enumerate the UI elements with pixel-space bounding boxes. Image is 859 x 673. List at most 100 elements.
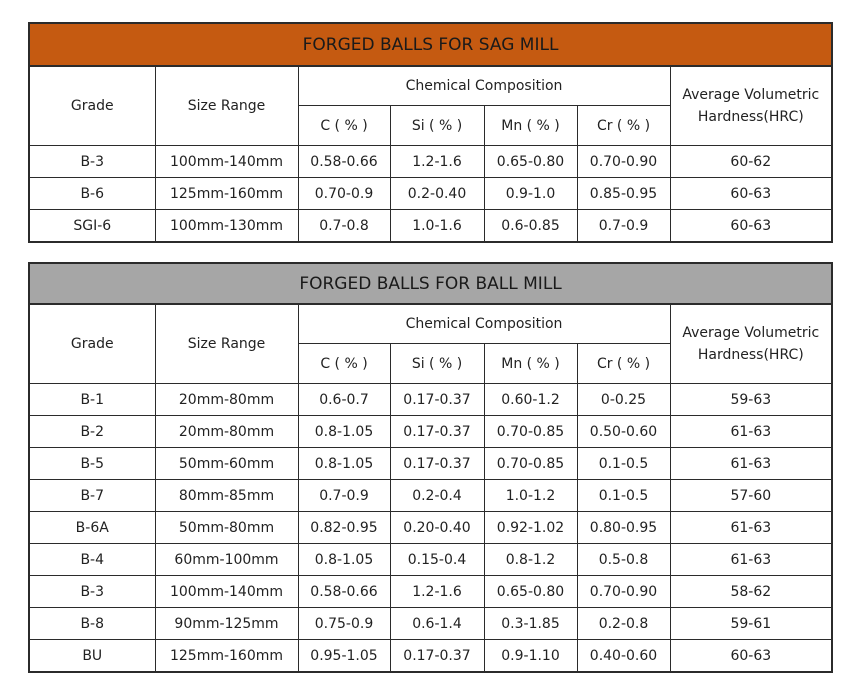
c-header: C ( % ) — [297, 105, 391, 146]
mn-cell: 1.0-1.2 — [483, 479, 578, 512]
cr-cell: 0.1-0.5 — [576, 447, 671, 480]
cr-cell: 0.40-0.60 — [576, 639, 671, 673]
hardness-cell: 58-62 — [669, 575, 833, 608]
mn-cell: 0.8-1.2 — [483, 543, 578, 576]
size-range-cell: 80mm-85mm — [154, 479, 299, 512]
si-cell: 1.2-1.6 — [389, 145, 485, 178]
size-range-cell: 20mm-80mm — [154, 415, 299, 448]
hardness-cell: 60-63 — [669, 209, 833, 243]
c-cell: 0.75-0.9 — [297, 607, 391, 640]
c-cell: 0.6-0.7 — [297, 383, 391, 416]
size-range-header: Size Range — [154, 303, 299, 384]
c-cell: 0.58-0.66 — [297, 145, 391, 178]
grade-cell: SGI-6 — [28, 209, 156, 243]
c-cell: 0.95-1.05 — [297, 639, 391, 673]
si-cell: 0.2-0.4 — [389, 479, 485, 512]
hardness-cell: 59-61 — [669, 607, 833, 640]
size-range-cell: 125mm-160mm — [154, 639, 299, 673]
grade-cell: B-6A — [28, 511, 156, 544]
cr-cell: 0.50-0.60 — [576, 415, 671, 448]
cr-cell: 0.5-0.8 — [576, 543, 671, 576]
si-cell: 0.17-0.37 — [389, 415, 485, 448]
size-range-cell: 50mm-60mm — [154, 447, 299, 480]
si-cell: 1.2-1.6 — [389, 575, 485, 608]
mn-cell: 0.3-1.85 — [483, 607, 578, 640]
table-row: B-5 50mm-60mm 0.8-1.05 0.17-0.37 0.70-0.85 0.… — [28, 447, 833, 480]
grade-cell: B-5 — [28, 447, 156, 480]
si-cell: 0.17-0.37 — [389, 383, 485, 416]
cr-cell: 0-0.25 — [576, 383, 671, 416]
sag-mill-table: FORGED BALLS FOR SAG MILL Grade Size Ran… — [27, 22, 834, 243]
mn-header: Mn ( % ) — [483, 343, 578, 384]
hardness-header-line2: Hardness(HRC) — [697, 109, 804, 125]
c-cell: 0.8-1.05 — [297, 447, 391, 480]
grade-cell: B-7 — [28, 479, 156, 512]
ball-table-title: FORGED BALLS FOR BALL MILL — [27, 262, 834, 305]
mn-header: Mn ( % ) — [483, 105, 578, 146]
mn-cell: 0.70-0.85 — [483, 415, 578, 448]
cr-cell: 0.2-0.8 — [576, 607, 671, 640]
si-header: Si ( % ) — [389, 105, 485, 146]
hardness-header-line1: Average Volumetric — [682, 325, 820, 341]
hardness-cell: 57-60 — [669, 479, 833, 512]
table-row: B-8 90mm-125mm 0.75-0.9 0.6-1.4 0.3-1.85 0.2-… — [28, 607, 833, 640]
table-row: B-6 125mm-160mm 0.70-0.9 0.2-0.40 0.9-1.0 0.8… — [28, 177, 833, 210]
grade-cell: B-3 — [28, 575, 156, 608]
c-cell: 0.58-0.66 — [297, 575, 391, 608]
c-cell: 0.70-0.9 — [297, 177, 391, 210]
c-cell: 0.7-0.9 — [297, 479, 391, 512]
grade-cell: B-4 — [28, 543, 156, 576]
size-range-cell: 100mm-140mm — [154, 575, 299, 608]
chemical-composition-header: Chemical Composition — [297, 65, 671, 106]
si-cell: 1.0-1.6 — [389, 209, 485, 243]
hardness-cell: 59-63 — [669, 383, 833, 416]
hardness-header-line1: Average Volumetric — [682, 87, 820, 103]
c-cell: 0.8-1.05 — [297, 415, 391, 448]
mn-cell: 0.92-1.02 — [483, 511, 578, 544]
mn-cell: 0.60-1.2 — [483, 383, 578, 416]
table-row: B-3 100mm-140mm 0.58-0.66 1.2-1.6 0.65-0.80 0… — [28, 145, 833, 178]
grade-header: Grade — [28, 65, 156, 146]
table-row: B-7 80mm-85mm 0.7-0.9 0.2-0.4 1.0-1.2 0.1-0.5… — [28, 479, 833, 512]
si-cell: 0.6-1.4 — [389, 607, 485, 640]
size-range-cell: 90mm-125mm — [154, 607, 299, 640]
grade-cell: B-2 — [28, 415, 156, 448]
mn-cell: 0.70-0.85 — [483, 447, 578, 480]
cr-header: Cr ( % ) — [576, 343, 671, 384]
hardness-cell: 60-63 — [669, 639, 833, 673]
grade-header: Grade — [28, 303, 156, 384]
cr-cell: 0.7-0.9 — [576, 209, 671, 243]
table-row: B-3 100mm-140mm 0.58-0.66 1.2-1.6 0.65-0.80 0… — [28, 575, 833, 608]
grade-cell: B-6 — [28, 177, 156, 210]
table-row: BU 125mm-160mm 0.95-1.05 0.17-0.37 0.9-1.10 0… — [28, 639, 833, 673]
table-row: B-6A 50mm-80mm 0.82-0.95 0.20-0.40 0.92-1.02… — [28, 511, 833, 544]
cr-cell: 0.1-0.5 — [576, 479, 671, 512]
hardness-cell: 61-63 — [669, 447, 833, 480]
cr-cell: 0.80-0.95 — [576, 511, 671, 544]
size-range-cell: 50mm-80mm — [154, 511, 299, 544]
table-row: SGI-6 100mm-130mm 0.7-0.8 1.0-1.6 0.6-0.85 0.… — [28, 209, 833, 243]
hardness-header-line2: Hardness(HRC) — [697, 347, 804, 363]
c-header: C ( % ) — [297, 343, 391, 384]
ball-mill-table: FORGED BALLS FOR BALL MILL Grade Size Ra… — [27, 262, 834, 673]
si-cell: 0.17-0.37 — [389, 447, 485, 480]
hardness-cell: 60-63 — [669, 177, 833, 210]
mn-cell: 0.9-1.0 — [483, 177, 578, 210]
hardness-header: Average Volumetric Hardness(HRC) — [669, 303, 833, 384]
hardness-cell: 61-63 — [669, 511, 833, 544]
si-cell: 0.2-0.40 — [389, 177, 485, 210]
hardness-cell: 60-62 — [669, 145, 833, 178]
hardness-cell: 61-63 — [669, 543, 833, 576]
size-range-cell: 100mm-140mm — [154, 145, 299, 178]
c-cell: 0.7-0.8 — [297, 209, 391, 243]
si-cell: 0.15-0.4 — [389, 543, 485, 576]
cr-cell: 0.70-0.90 — [576, 145, 671, 178]
grade-cell: B-8 — [28, 607, 156, 640]
grade-cell: B-3 — [28, 145, 156, 178]
mn-cell: 0.65-0.80 — [483, 575, 578, 608]
si-cell: 0.20-0.40 — [389, 511, 485, 544]
c-cell: 0.82-0.95 — [297, 511, 391, 544]
table-row: B-1 20mm-80mm 0.6-0.7 0.17-0.37 0.60-1.2 0-0.… — [28, 383, 833, 416]
hardness-header: Average Volumetric Hardness(HRC) — [669, 65, 833, 146]
si-header: Si ( % ) — [389, 343, 485, 384]
